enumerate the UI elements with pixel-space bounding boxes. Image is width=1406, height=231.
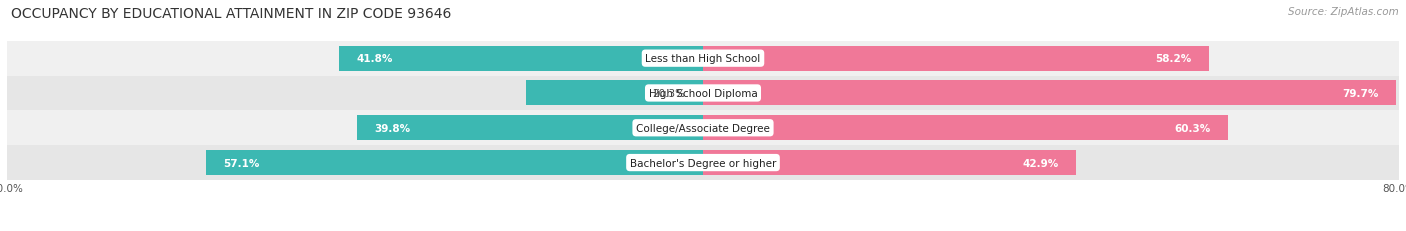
Text: 39.8%: 39.8% [374,123,411,133]
Legend: Owner-occupied, Renter-occupied: Owner-occupied, Renter-occupied [591,229,815,231]
Bar [703,116,1227,141]
Bar [703,150,1076,175]
Bar [7,42,1399,76]
Text: 57.1%: 57.1% [224,158,260,168]
Bar [703,81,1396,106]
Text: 42.9%: 42.9% [1022,158,1059,168]
Text: High School Diploma: High School Diploma [648,88,758,99]
Bar [7,111,1399,146]
Text: OCCUPANCY BY EDUCATIONAL ATTAINMENT IN ZIP CODE 93646: OCCUPANCY BY EDUCATIONAL ATTAINMENT IN Z… [11,7,451,21]
Text: 41.8%: 41.8% [357,54,394,64]
Text: 60.3%: 60.3% [1174,123,1211,133]
Text: 79.7%: 79.7% [1343,88,1379,99]
Bar [357,116,703,141]
Text: 58.2%: 58.2% [1156,54,1192,64]
Text: 20.3%: 20.3% [652,88,686,99]
Text: Bachelor's Degree or higher: Bachelor's Degree or higher [630,158,776,168]
Bar [7,146,1399,180]
Bar [7,76,1399,111]
Text: Less than High School: Less than High School [645,54,761,64]
Bar [703,46,1209,71]
Text: College/Associate Degree: College/Associate Degree [636,123,770,133]
Bar [339,46,703,71]
Text: Source: ZipAtlas.com: Source: ZipAtlas.com [1288,7,1399,17]
Bar [207,150,703,175]
Bar [526,81,703,106]
